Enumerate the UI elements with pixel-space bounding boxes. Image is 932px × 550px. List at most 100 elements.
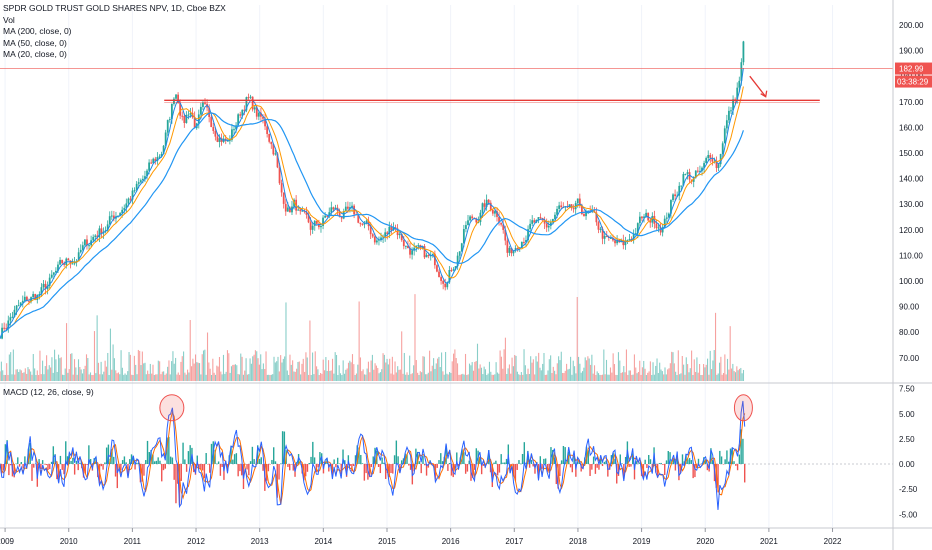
candle-body: [578, 198, 581, 206]
candle-body: [692, 177, 695, 182]
volume-bar: [693, 359, 695, 381]
macd-histogram-bar: [335, 464, 337, 468]
macd-histogram-bar: [596, 464, 598, 468]
volume-bar: [123, 374, 125, 381]
candle-body: [322, 217, 324, 226]
candle-body: [634, 233, 637, 235]
ma20-line: [0, 67, 744, 339]
volume-bar: [46, 355, 48, 381]
candle-body: [494, 211, 496, 214]
volume-bar: [92, 374, 94, 381]
candle-body: [26, 296, 28, 302]
volume-bar: [125, 374, 127, 381]
macd-histogram-bar: [601, 464, 604, 467]
macd-histogram-bar: [544, 458, 547, 464]
candle-body: [415, 245, 418, 248]
macd-histogram-bar: [127, 464, 129, 477]
macd-histogram-bar: [173, 464, 175, 480]
candle-body: [32, 294, 35, 298]
volume-bar: [736, 366, 738, 381]
macd-histogram-bar: [365, 464, 367, 474]
macd-histogram-bar: [377, 464, 380, 467]
pullback-arrow: [749, 75, 768, 98]
volume-bar: [641, 367, 643, 381]
volume-bar: [105, 366, 107, 381]
candle-body: [34, 294, 37, 300]
candle-body: [150, 162, 153, 164]
macd-histogram-bar: [8, 464, 10, 476]
candle-body: [371, 234, 374, 237]
x-tick-label: 2012: [187, 537, 205, 546]
candle-body: [344, 206, 347, 212]
x-tick-label: 2009: [0, 537, 15, 546]
volume-bar: [124, 373, 126, 381]
volume-bar: [355, 373, 358, 381]
macd-histogram-bar: [440, 453, 442, 464]
macd-histogram-bar: [31, 464, 33, 481]
volume-bar: [117, 372, 119, 381]
macd-histogram-bar: [292, 464, 294, 471]
volume-bar: [294, 371, 296, 381]
candle-body: [655, 223, 658, 228]
macd-histogram-bar: [742, 438, 744, 464]
volume-bar: [165, 373, 167, 381]
macd-histogram-bar: [273, 447, 275, 464]
ma200-label: MA (200, close, 0): [3, 26, 72, 36]
volume-bar: [689, 368, 691, 381]
candle-body: [375, 240, 378, 243]
macd-histogram-bar: [491, 464, 494, 488]
macd-histogram-bar: [633, 464, 636, 480]
macd-histogram-bar: [500, 454, 502, 464]
candle-body: [458, 251, 461, 256]
volume-bar: [293, 371, 295, 381]
candle-body: [384, 232, 387, 237]
volume-bar: [331, 358, 334, 381]
volume-bar: [73, 359, 76, 381]
volume-bar: [345, 369, 347, 381]
volume-bar: [72, 374, 74, 381]
candle-body: [255, 107, 258, 117]
macd-histogram-bar: [157, 457, 159, 464]
volume-bar: [467, 374, 469, 381]
macd-histogram-bar: [527, 450, 529, 464]
candle-body: [125, 203, 128, 209]
volume-bar: [559, 360, 561, 381]
macd-histogram-bar: [720, 456, 723, 464]
volume-bars: [0, 294, 745, 381]
volume-bar: [524, 365, 526, 381]
volume-bar: [172, 351, 174, 381]
volume-bar: [282, 358, 284, 381]
volume-bar: [96, 315, 98, 381]
candle-body: [3, 327, 6, 329]
macd-tick-label: 7.50: [899, 385, 915, 394]
volume-bar: [554, 370, 556, 381]
candle-body: [703, 163, 705, 168]
candle-body: [9, 317, 12, 321]
x-tick-label: 2011: [124, 537, 142, 546]
macd-histogram-bar: [667, 451, 669, 464]
volume-bar: [264, 368, 266, 381]
candle-body: [537, 217, 540, 220]
candle-body: [5, 328, 8, 330]
volume-bar: [253, 354, 255, 381]
candle-body: [436, 265, 438, 272]
macd-histogram-bar: [688, 458, 691, 464]
volume-bar: [426, 374, 428, 381]
macd-histogram-bar: [33, 464, 35, 468]
macd-histogram-bar: [114, 464, 117, 477]
volume-bar: [571, 374, 573, 381]
volume-bar: [700, 374, 702, 381]
macd-histogram-bar: [674, 464, 677, 471]
candle-body: [84, 239, 86, 246]
volume-bar: [535, 356, 537, 381]
volume-bar: [18, 372, 20, 381]
macd-histogram-bar: [175, 464, 177, 504]
volume-bar: [516, 371, 518, 381]
volume-bar: [717, 373, 719, 381]
macd-histogram-bar: [488, 450, 490, 464]
macd-histogram-bar: [324, 461, 326, 464]
volume-bar: [42, 360, 44, 381]
volume-bar: [304, 371, 306, 381]
volume-bar: [233, 364, 235, 381]
